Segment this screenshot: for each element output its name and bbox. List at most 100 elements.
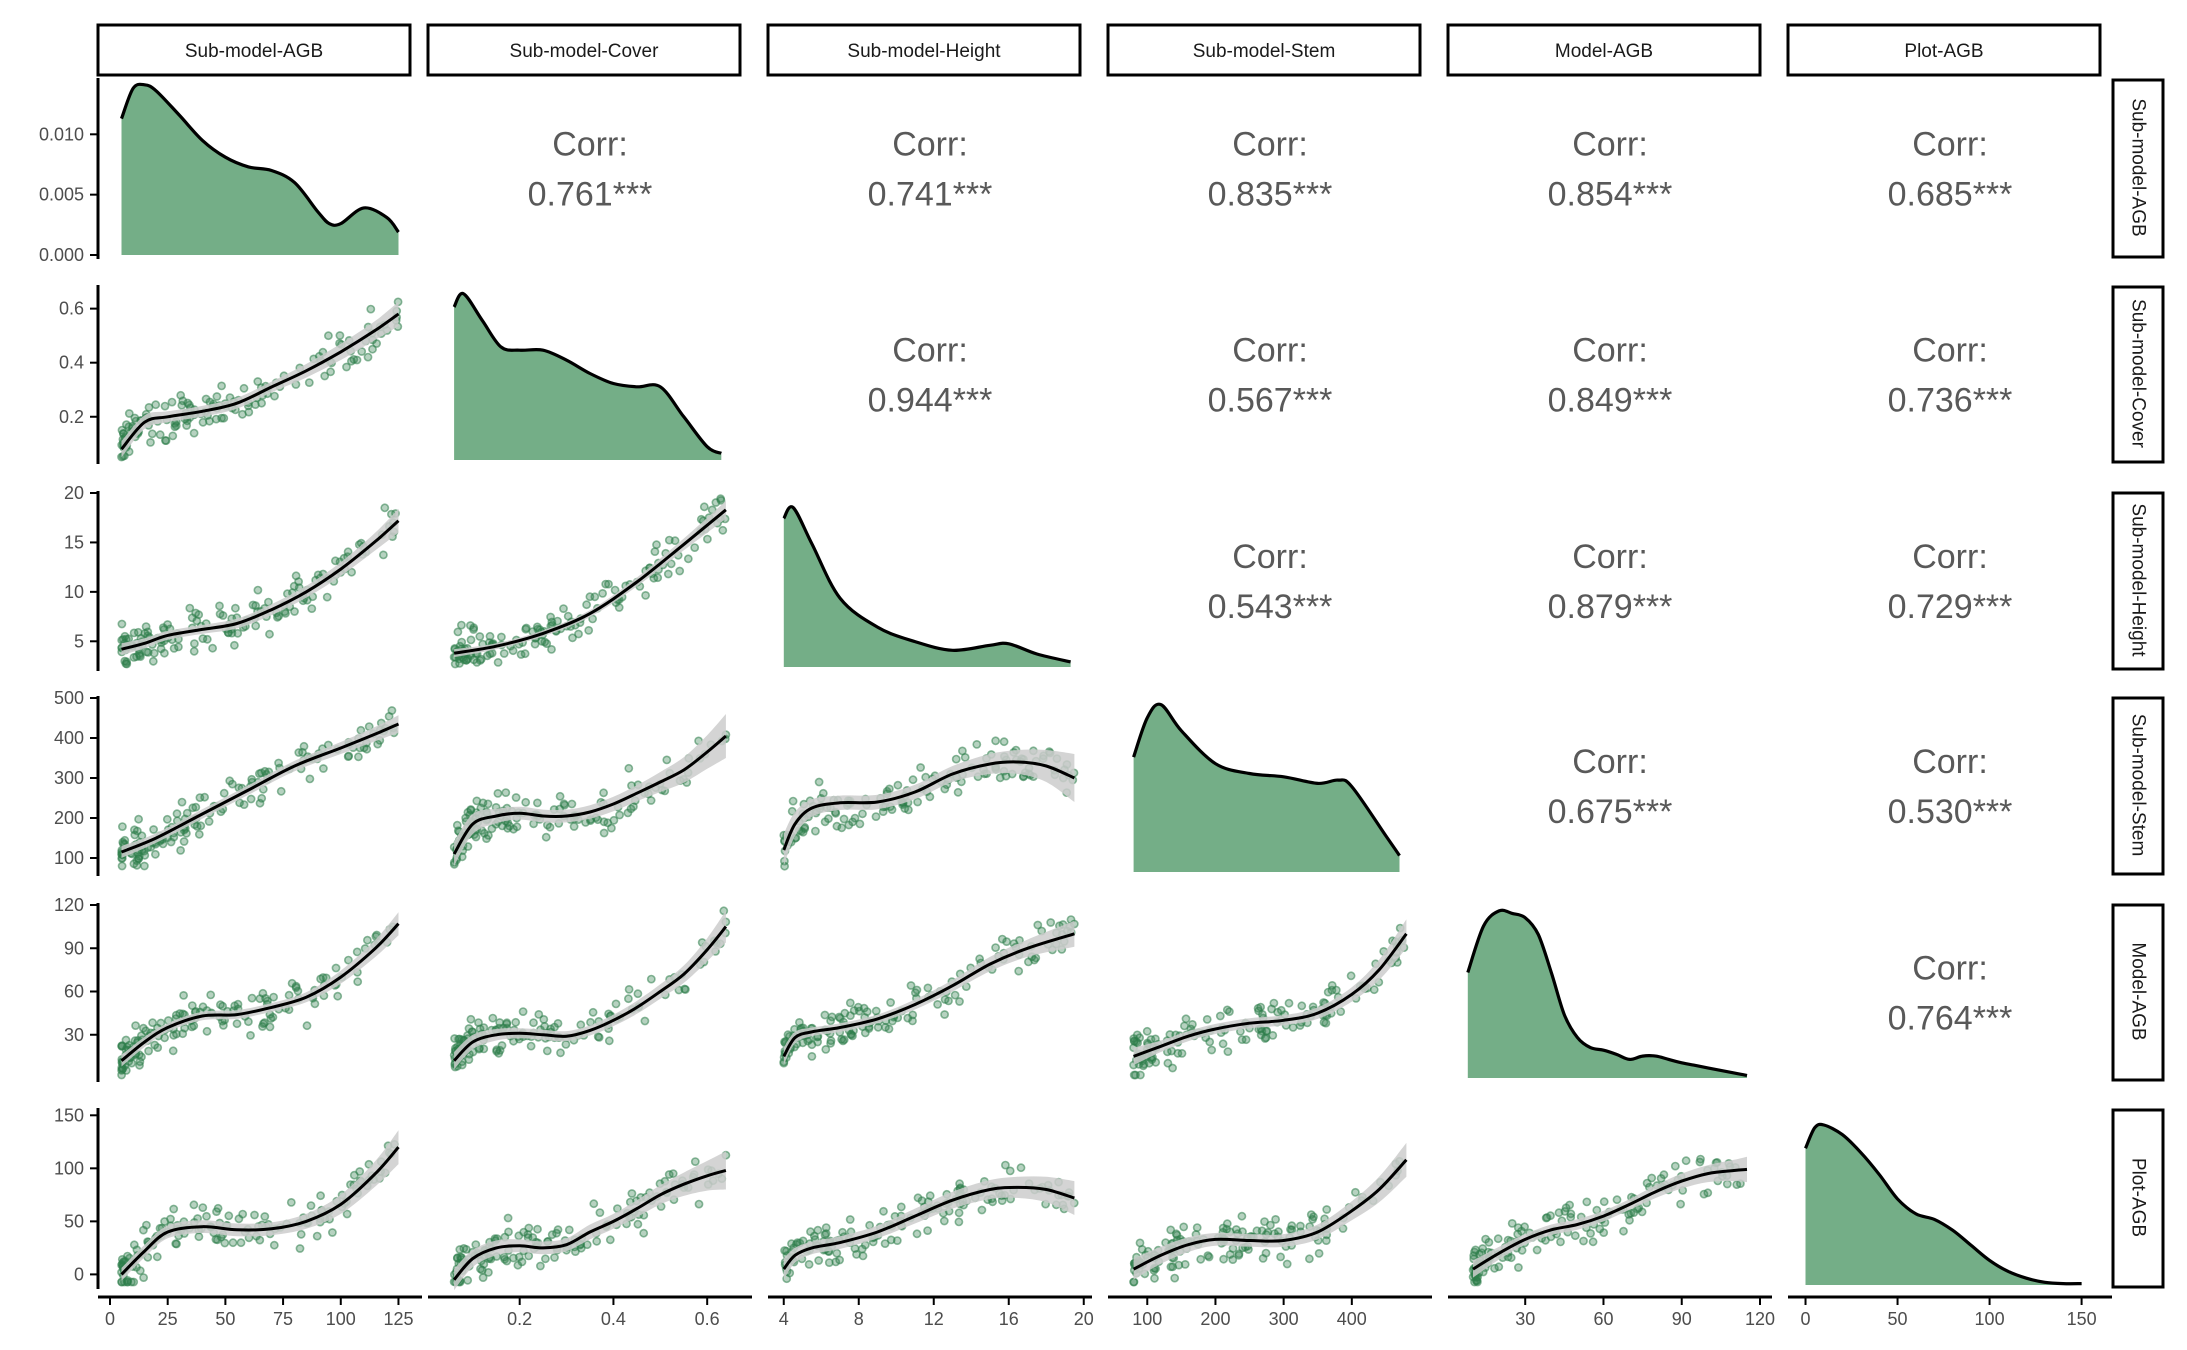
scatter-point <box>814 777 824 787</box>
y-tick-label: 300 <box>54 768 84 788</box>
strip-label: Sub-model-Stem <box>1193 41 1336 62</box>
scatter-point <box>167 397 177 407</box>
scatter-point <box>892 1236 902 1245</box>
scatter-point <box>1276 1252 1285 1262</box>
panel-model-agb-vs-model-agb <box>1466 908 1748 1078</box>
scatter-point <box>250 1210 259 1220</box>
scatter-point <box>1202 1015 1212 1024</box>
scatter-point <box>118 635 128 644</box>
scatter-point <box>611 999 621 1009</box>
scatter-point <box>906 981 916 990</box>
scatter-point <box>839 814 849 824</box>
corr-label: Corr: <box>892 332 968 370</box>
scatter-point <box>342 362 351 372</box>
scatter-point <box>463 1275 473 1285</box>
scatter-point <box>171 1029 181 1039</box>
scatter-point <box>640 1016 650 1026</box>
y-tick-label: 120 <box>54 895 84 915</box>
smooth-confidence-band <box>1133 919 1407 1065</box>
panel-sub-model-height-vs-sub-model-agb <box>117 503 400 669</box>
scatter-point <box>295 1244 305 1253</box>
scatter-point <box>312 1231 322 1241</box>
scatter-point <box>1556 1237 1565 1247</box>
scatter-point <box>1599 1228 1609 1237</box>
scatter-point <box>327 1228 337 1237</box>
panel-plot-agb-vs-plot-agb <box>1804 1122 2082 1286</box>
smooth-line <box>782 1185 1075 1271</box>
scatter-point <box>139 1273 148 1282</box>
scatter-point <box>454 1034 463 1044</box>
scatter-point <box>126 1277 136 1287</box>
y-tick-label: 500 <box>54 688 84 708</box>
scatter-point <box>189 639 199 648</box>
scatter-point <box>239 800 249 809</box>
scatter-point <box>122 659 132 669</box>
scatter-point <box>1196 1254 1206 1264</box>
x-tick-label: 90 <box>1672 1309 1692 1329</box>
density-curve <box>782 505 1071 664</box>
scatter-point <box>690 1157 700 1166</box>
panels: Corr:0.761***Corr:0.741***Corr:0.835***C… <box>117 82 2082 1291</box>
scatter-point <box>908 1010 918 1020</box>
scatter-point <box>124 409 134 418</box>
strip-label: Sub-model-Cover <box>510 41 660 62</box>
scatter-point <box>464 1024 474 1033</box>
scatter-point <box>251 601 260 611</box>
x-axis-sub-model-height: 4 8 12 16 20 <box>768 1295 1094 1329</box>
scatter-point <box>129 1240 139 1250</box>
scatter-point <box>296 1229 306 1239</box>
panel-sub-model-height-vs-sub-model-stem: Corr: 0.543*** <box>1208 538 1333 626</box>
panel-model-agb-vs-sub-model-stem <box>1129 919 1409 1080</box>
corr-value: 0.854*** <box>1548 176 1673 214</box>
scatter-point <box>663 569 673 579</box>
x-tick-label: 0 <box>105 1309 115 1329</box>
scatter-point <box>1016 1163 1026 1173</box>
strip-label: Sub-model-AGB <box>185 41 323 62</box>
scatter-point <box>160 1033 169 1043</box>
scatter-point <box>1588 1237 1598 1247</box>
scatter-point <box>212 392 222 401</box>
scatter-point <box>1150 1273 1159 1283</box>
scatter-point <box>1493 1234 1503 1244</box>
smooth-line <box>1132 1158 1408 1271</box>
scatter-point <box>1554 1208 1564 1218</box>
y-tick-label: 5 <box>74 631 84 651</box>
scatter-points <box>117 706 399 871</box>
scatter-point <box>139 861 149 871</box>
strip-labels: Sub-model-AGB Sub-model-Cover Sub-model-He… <box>96 23 2165 1289</box>
scatter-point <box>547 645 556 654</box>
scatter-point <box>149 825 158 834</box>
scatter-point <box>1629 1208 1639 1217</box>
scatter-point <box>954 1217 964 1227</box>
scatter-point <box>304 378 314 387</box>
scatter-point <box>1258 1010 1267 1019</box>
scatter-point <box>662 755 672 765</box>
scatter-point <box>257 398 266 408</box>
scatter-point <box>168 1046 178 1056</box>
scatter-point <box>859 1003 869 1013</box>
scatter-point <box>683 554 693 564</box>
corr-value: 0.835*** <box>1208 176 1333 214</box>
scatter-point <box>143 627 153 637</box>
smooth-confidence-band <box>454 714 726 866</box>
scatter-point <box>555 791 565 801</box>
scatter-points <box>449 906 731 1072</box>
y-tick-label: 0.6 <box>59 299 84 319</box>
scatter-point <box>960 753 970 762</box>
scatter-point <box>1314 1249 1324 1258</box>
scatter-point <box>536 1261 545 1271</box>
scatter-point <box>215 1000 225 1010</box>
scatter-point <box>680 984 689 994</box>
strip-right-model-agb: Model-AGB <box>2111 903 2165 1082</box>
scatter-point <box>954 1208 964 1218</box>
panel-plot-agb-vs-sub-model-cover <box>449 1150 731 1291</box>
strip-box <box>2111 285 2165 464</box>
scatter-point <box>913 1193 923 1203</box>
strip-top-sub-model-height: Sub-model-Height <box>766 23 1082 77</box>
scatter-point <box>850 813 860 823</box>
scatter-point <box>1541 1213 1551 1223</box>
scatter-point <box>130 830 140 840</box>
scatter-point <box>478 798 488 808</box>
scatter-point <box>269 1240 279 1250</box>
scatter-point <box>1179 1222 1189 1232</box>
